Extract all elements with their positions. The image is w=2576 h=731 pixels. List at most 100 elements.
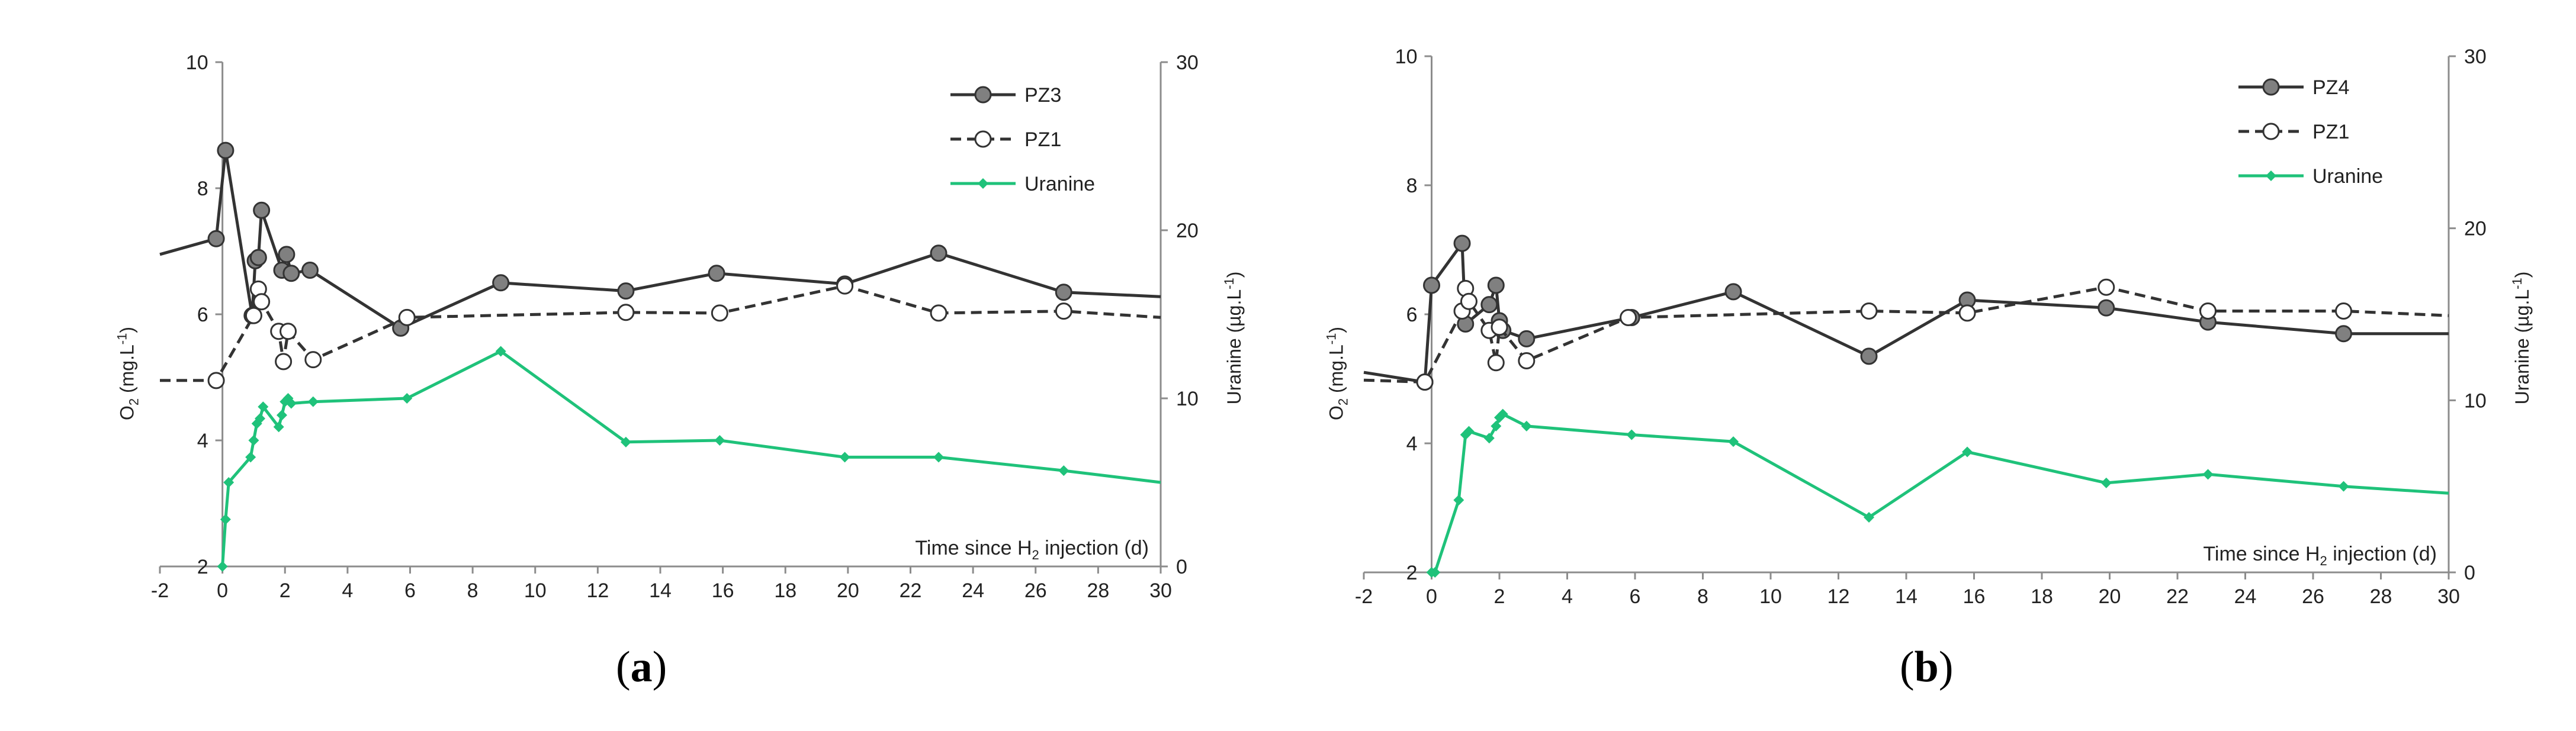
x-tick-label: 12 bbox=[1827, 585, 1850, 608]
data-point-uranine bbox=[1728, 436, 1739, 447]
data-point-uranine bbox=[285, 398, 297, 409]
data-point-pz3 bbox=[301, 261, 319, 279]
data-point-uranine bbox=[495, 346, 506, 357]
x-tick-label: 16 bbox=[712, 579, 734, 602]
data-point-uranine bbox=[2100, 477, 2112, 488]
data-point-uranine bbox=[1058, 465, 1069, 476]
data-point-pz3 bbox=[217, 141, 235, 159]
data-point-uranine bbox=[248, 435, 259, 446]
x-tick-label: 18 bbox=[774, 579, 796, 602]
y2-tick-label: 10 bbox=[2464, 389, 2487, 412]
y2-axis-label: Uranine (µg.L-1) bbox=[2510, 272, 2533, 405]
data-point-pz1 bbox=[1518, 352, 1536, 369]
data-point-pz3 bbox=[930, 244, 947, 262]
data-point-uranine bbox=[1626, 429, 1637, 440]
data-point-uranine bbox=[839, 452, 850, 463]
legend-marker-pz4 bbox=[2262, 78, 2280, 96]
data-point-uranine bbox=[933, 452, 945, 463]
data-point-pz1 bbox=[280, 323, 297, 340]
x-tick-label: 22 bbox=[900, 579, 922, 602]
legend-label-pz1: PZ1 bbox=[1024, 128, 1061, 151]
data-point-pz3 bbox=[1055, 284, 1072, 301]
series-line-pz4-b bbox=[1363, 241, 2449, 384]
y2-tick-label: 0 bbox=[1176, 556, 1187, 578]
data-point-pz4 bbox=[1860, 347, 1878, 365]
legend-marker-pz1 bbox=[2262, 123, 2280, 140]
x-tick-label: 14 bbox=[1895, 585, 1917, 608]
data-point-uranine bbox=[258, 401, 269, 413]
y-tick-label: 4 bbox=[197, 430, 208, 452]
panel-label-b: (b) bbox=[1900, 643, 1954, 691]
data-point-uranine bbox=[2202, 469, 2214, 480]
x-tick-label: 0 bbox=[1426, 585, 1437, 608]
series-line-uranine-b bbox=[1431, 413, 2449, 574]
data-point-pz3 bbox=[278, 246, 295, 263]
data-point-pz3 bbox=[708, 265, 725, 282]
data-point-pz1 bbox=[245, 307, 262, 324]
panel-label-a: (a) bbox=[616, 643, 667, 691]
data-point-uranine bbox=[273, 421, 284, 433]
y2-tick-label: 30 bbox=[1176, 51, 1199, 74]
data-point-uranine bbox=[714, 435, 725, 446]
data-point-pz1 bbox=[304, 351, 322, 369]
legend-marker-pz3 bbox=[974, 86, 992, 104]
x-tick-label: 16 bbox=[1963, 585, 1986, 608]
legend-marker-uranine bbox=[2266, 170, 2276, 181]
series-line-uranine-a bbox=[221, 350, 1161, 567]
legend-marker-uranine bbox=[978, 178, 988, 189]
x-axis-label: Time since H2 injection (d) bbox=[2203, 543, 2437, 568]
data-point-uranine bbox=[1430, 567, 1441, 578]
x-tick-label: 4 bbox=[1562, 585, 1573, 608]
data-point-pz1 bbox=[836, 277, 854, 295]
data-point-uranine bbox=[255, 413, 265, 424]
x-tick-label: 26 bbox=[1024, 579, 1047, 602]
data-point-pz1 bbox=[1491, 318, 1508, 336]
data-point-uranine bbox=[1483, 433, 1495, 444]
data-point-pz1 bbox=[2199, 302, 2217, 320]
y-tick-label: 6 bbox=[197, 304, 208, 326]
y-tick-label: 4 bbox=[1406, 433, 1418, 455]
data-point-pz1 bbox=[2098, 278, 2115, 296]
x-tick-label: 2 bbox=[280, 579, 291, 602]
legend-label-pz3: PZ3 bbox=[1024, 84, 1061, 107]
y-tick-label: 6 bbox=[1406, 304, 1418, 326]
data-point-uranine bbox=[223, 477, 235, 488]
legend-label-uranine: Uranine bbox=[2312, 165, 2383, 188]
x-axis-label: Time since H2 injection (d) bbox=[915, 537, 1149, 562]
y-axis-label: O2 (mg.L-1) bbox=[1324, 327, 1351, 420]
data-point-pz1 bbox=[617, 304, 635, 321]
data-point-pz1 bbox=[1460, 292, 1477, 310]
data-point-pz1 bbox=[253, 293, 271, 311]
data-point-uranine bbox=[620, 436, 631, 447]
data-point-pz3 bbox=[253, 201, 271, 219]
data-point-pz4 bbox=[2098, 299, 2115, 317]
x-tick-label: 20 bbox=[2099, 585, 2121, 608]
chart-panel-a: -2 0 2 4 6 8 10 12 14 16 18 20 22 24 26 28 3024681001020… bbox=[115, 51, 1245, 602]
x-tick-label: 24 bbox=[962, 579, 984, 602]
data-point-uranine bbox=[217, 561, 228, 572]
data-point-pz1 bbox=[711, 304, 728, 322]
y2-tick-label: 20 bbox=[2464, 218, 2487, 240]
data-point-uranine bbox=[1864, 511, 1875, 523]
data-point-uranine bbox=[1463, 426, 1475, 437]
x-tick-label: 10 bbox=[524, 579, 547, 602]
x-tick-label: 6 bbox=[404, 579, 416, 602]
y2-axis-label: Uranine (µg.L-1) bbox=[1222, 272, 1245, 405]
legend-label-uranine: Uranine bbox=[1024, 173, 1095, 195]
y2-tick-label: 10 bbox=[1176, 388, 1199, 410]
y-tick-label: 8 bbox=[197, 178, 208, 200]
data-point-uranine bbox=[1521, 420, 1532, 431]
x-tick-label: 28 bbox=[2370, 585, 2392, 608]
data-point-uranine bbox=[276, 410, 287, 421]
y2-tick-label: 30 bbox=[2464, 46, 2487, 68]
chart-panel-b: -2 0 2 4 6 8 10 12 14 16 18 20 22 24 26 28 3024681001020… bbox=[1324, 46, 2533, 608]
data-point-pz4 bbox=[2335, 325, 2353, 343]
x-tick-label: 2 bbox=[1494, 585, 1505, 608]
y-tick-label: 10 bbox=[186, 51, 208, 74]
data-point-pz1 bbox=[1055, 302, 1072, 320]
x-tick-label: 4 bbox=[342, 579, 353, 602]
x-tick-label: 18 bbox=[2031, 585, 2053, 608]
y2-tick-label: 0 bbox=[2464, 562, 2475, 584]
x-tick-label: 0 bbox=[217, 579, 228, 602]
